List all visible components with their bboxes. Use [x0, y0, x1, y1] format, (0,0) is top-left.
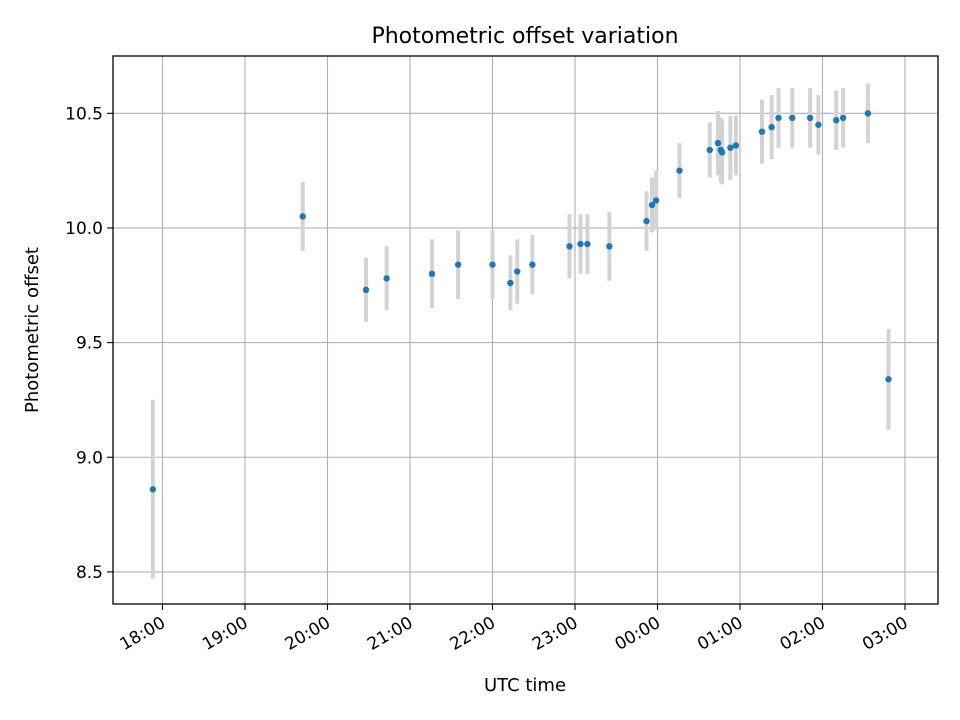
data-point — [676, 167, 683, 174]
data-point — [507, 279, 514, 287]
x-axis-ticks: 18:00 19:00 20:00 21:00 22:00 23:00 00:00 01:00… — [117, 604, 912, 655]
plot-frame — [112, 55, 939, 605]
data-point — [566, 243, 573, 250]
data-point — [383, 275, 390, 282]
data-point — [864, 110, 872, 117]
data-point — [758, 128, 766, 135]
error-bars — [150, 83, 891, 579]
data-point — [789, 114, 796, 122]
y-tick-label: 9.0 — [76, 448, 103, 468]
x-tick-label: 19:00 — [199, 613, 251, 655]
y-axis-label: Photometric offset — [22, 247, 43, 413]
x-tick-label: 03:00 — [859, 613, 911, 655]
data-point — [815, 121, 822, 128]
data-point — [428, 270, 436, 278]
data-point — [706, 146, 713, 154]
x-tick-label: 21:00 — [364, 613, 416, 655]
data-point — [362, 286, 370, 294]
data-point — [606, 243, 613, 250]
data-point — [529, 261, 536, 268]
x-tick-label: 18:00 — [117, 613, 169, 655]
data-point — [775, 114, 782, 122]
data-point — [714, 139, 722, 147]
data-point — [489, 261, 496, 268]
data-point — [648, 201, 656, 209]
data-point — [833, 117, 840, 124]
data-point — [806, 114, 814, 122]
y-axis-ticks: 8.5 9.0 9.5 10.0 10.5 — [65, 104, 113, 583]
data-points — [149, 110, 892, 493]
data-point — [643, 217, 650, 225]
x-tick-label: 22:00 — [447, 613, 499, 655]
data-point — [514, 268, 521, 275]
y-tick-label: 10.0 — [65, 219, 103, 239]
data-point — [839, 114, 847, 122]
data-point — [718, 149, 726, 156]
x-tick-label: 01:00 — [694, 613, 746, 655]
data-point — [577, 240, 584, 248]
x-axis-label: UTC time — [484, 675, 566, 696]
chart-title: Photometric offset variation — [371, 24, 678, 49]
y-tick-label: 8.5 — [76, 563, 103, 583]
data-point — [299, 213, 306, 220]
data-point — [454, 261, 462, 268]
y-tick-label: 10.5 — [65, 104, 103, 124]
data-point — [768, 123, 775, 131]
x-tick-label: 23:00 — [529, 613, 581, 655]
data-point — [732, 142, 740, 149]
data-point — [584, 240, 591, 248]
data-point — [652, 197, 660, 204]
x-tick-label: 20:00 — [282, 613, 334, 655]
grid — [113, 56, 938, 604]
y-tick-label: 9.5 — [76, 334, 103, 354]
data-point — [727, 144, 734, 151]
x-tick-label: 02:00 — [777, 613, 829, 655]
x-tick-label: 00:00 — [612, 613, 664, 655]
data-point — [149, 486, 157, 493]
data-point — [885, 376, 892, 383]
